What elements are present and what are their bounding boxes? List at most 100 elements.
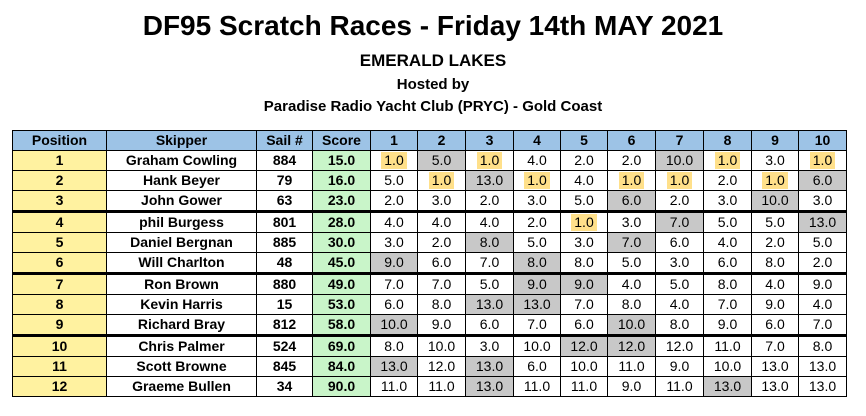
race-result-value: 8.0	[384, 338, 404, 354]
race-result-cell: 2.0	[417, 232, 466, 253]
race-result-value: 2.0	[621, 152, 642, 168]
sail-number-cell: 885	[256, 232, 313, 253]
score-cell: 53.0	[312, 294, 371, 315]
race-result-cell: 2.0	[703, 170, 752, 191]
position-cell: 9	[12, 314, 107, 337]
score-cell: 90.0	[312, 376, 371, 397]
race-result-cell: 5.0	[560, 190, 608, 213]
race-result-value: 4.0	[812, 296, 833, 312]
race-result-cell: 1.0	[607, 170, 656, 191]
race-result-value: 8.0	[765, 254, 785, 270]
race-result-value: 8.0	[431, 296, 452, 312]
table-row: 4 phil Burgess 801 28.0 4.0 4.0 4.0 2.0 1.0 3.0 7.…	[12, 211, 847, 233]
race-result-value: 3.0	[574, 234, 594, 250]
score-cell: 16.0	[312, 170, 371, 191]
race-result-cell: 4.0	[703, 232, 752, 253]
race-result-cell: 9.0	[560, 273, 608, 295]
results-body: 1 Graham Cowling 884 15.0 1.0 5.0 1.0 4.0 2.0 2.0…	[12, 150, 847, 397]
race-result-value: 7.0	[765, 338, 785, 354]
race-result-value: 9.0	[765, 296, 785, 312]
race-result-cell: 5.0	[513, 232, 561, 253]
race-result-value: 11.0	[570, 378, 598, 394]
skipper-column-header: Skipper	[106, 130, 257, 151]
race-result-value: 11.0	[618, 358, 645, 374]
race-result-cell: 5.0	[607, 252, 656, 275]
score-cell: 28.0	[312, 211, 371, 233]
score-cell: 23.0	[312, 190, 371, 213]
race-result-cell: 10.0	[417, 335, 466, 357]
race-result-value: 3.0	[621, 214, 642, 230]
race-result-cell: 1.0	[417, 170, 466, 191]
race-result-cell: 6.0	[798, 170, 847, 191]
race-result-value: 2.0	[812, 254, 833, 270]
race-result-value: 1.0	[571, 214, 597, 231]
race-result-cell: 11.0	[703, 335, 752, 357]
skipper-cell: Chris Palmer	[106, 335, 257, 357]
race-result-cell: 11.0	[417, 376, 466, 397]
race-result-value: 13.0	[475, 378, 504, 394]
race-result-cell: 3.0	[560, 232, 608, 253]
race-result-value: 4.0	[574, 172, 594, 188]
race-result-cell: 3.0	[655, 252, 704, 275]
race-result-value: 5.0	[669, 276, 690, 292]
race-result-value: 10.0	[523, 338, 551, 354]
race-result-value: 6.0	[621, 192, 642, 208]
hosted-by-label: Hosted by	[396, 76, 470, 93]
race-result-cell: 4.0	[607, 273, 656, 295]
race-result-cell: 5.0	[465, 273, 514, 295]
race-result-value: 9.0	[527, 276, 547, 292]
score-column-header: Score	[312, 130, 371, 151]
position-cell: 12	[12, 376, 107, 397]
race-result-cell: 8.0	[417, 294, 466, 315]
race-result-value: 5.0	[479, 276, 500, 292]
race-result-cell: 1.0	[370, 150, 418, 171]
table-row: 9 Richard Bray 812 58.0 10.0 9.0 6.0 7.0 6.0 10.0…	[12, 314, 847, 337]
skipper-cell: Scott Browne	[106, 356, 257, 377]
race-result-cell: 5.0	[751, 211, 799, 233]
position-cell: 2	[12, 170, 107, 191]
sail-number-cell: 801	[256, 211, 313, 233]
race-result-cell: 6.0	[417, 252, 466, 275]
race-result-cell: 3.0	[465, 335, 514, 357]
race-result-value: 3.0	[527, 192, 547, 208]
race-result-value: 11.0	[714, 338, 741, 354]
race-result-cell: 5.0	[703, 211, 752, 233]
race-result-value: 1.0	[809, 152, 836, 169]
race-result-cell: 4.0	[370, 211, 418, 233]
race-result-cell: 8.0	[607, 294, 656, 315]
race-result-value: 3.0	[812, 192, 833, 208]
race-result-cell: 13.0	[465, 356, 514, 377]
race-result-cell: 6.0	[751, 314, 799, 337]
race-result-cell: 9.0	[798, 273, 847, 295]
race-result-cell: 2.0	[655, 190, 704, 213]
race-result-value: 6.0	[431, 254, 452, 270]
race-result-value: 10.0	[761, 192, 789, 208]
race-result-value: 6.0	[479, 316, 500, 332]
race-result-cell: 1.0	[655, 170, 704, 191]
race-result-value: 8.0	[812, 338, 833, 354]
sail-number-cell: 845	[256, 356, 313, 377]
sail-number-cell: 15	[256, 294, 313, 315]
score-cell: 84.0	[312, 356, 371, 377]
race-result-cell: 11.0	[560, 376, 608, 397]
race-result-cell: 4.0	[513, 150, 561, 171]
race-result-value: 10.0	[570, 358, 598, 374]
race-result-cell: 7.0	[798, 314, 847, 337]
race-result-value: 5.0	[431, 152, 452, 168]
race-result-cell: 10.0	[655, 150, 704, 171]
race-result-cell: 6.0	[513, 356, 561, 377]
race-result-value: 3.0	[479, 338, 500, 354]
race-result-cell: 3.0	[370, 232, 418, 253]
race-result-cell: 10.0	[560, 356, 608, 377]
race-result-cell: 9.0	[703, 314, 752, 337]
race-result-cell: 5.0	[798, 232, 847, 253]
race-result-value: 11.0	[523, 378, 551, 394]
position-cell: 4	[12, 211, 107, 233]
race-result-value: 4.0	[384, 214, 404, 230]
skipper-cell: Ron Brown	[106, 273, 257, 295]
race-result-cell: 7.0	[655, 211, 704, 233]
race-result-cell: 5.0	[370, 170, 418, 191]
race-result-cell: 10.0	[751, 190, 799, 213]
position-cell: 6	[12, 252, 107, 275]
race-result-value: 8.0	[479, 234, 500, 250]
